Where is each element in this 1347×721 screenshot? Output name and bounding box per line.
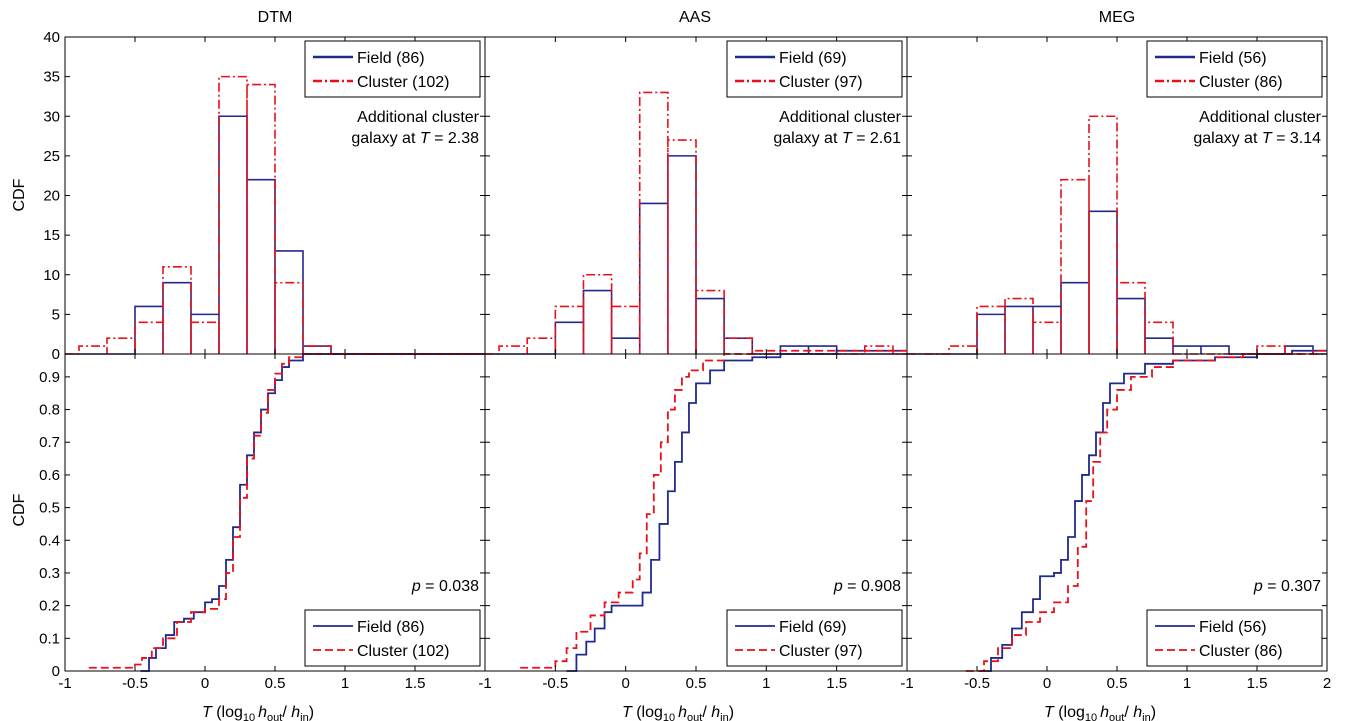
x-tick-label: 0.5 [1107, 675, 1128, 692]
legend-label: Field (56) [1199, 50, 1267, 67]
legend-label: Cluster (86) [1199, 643, 1283, 660]
y-tick-label: 20 [43, 188, 60, 205]
legend-label: Cluster (86) [1199, 74, 1283, 91]
series-1-line [88, 353, 485, 669]
legend: Field (86) Cluster (102) [304, 609, 481, 667]
ylabel-top: CDF [11, 178, 28, 211]
legend-box [304, 40, 481, 98]
legend: Field (56) Cluster (86) [1146, 40, 1323, 98]
legend-label: Cluster (97) [779, 74, 863, 91]
x-tick-label: -1 [58, 675, 71, 692]
legend-box [1146, 609, 1323, 667]
y-tick-label: 0 [52, 663, 60, 680]
x-tick-label: -1 [478, 675, 491, 692]
legend-box [726, 40, 903, 98]
y-tick-label: 0.9 [39, 369, 60, 386]
x-tick-label: -0.5 [122, 675, 148, 692]
x-tick-label: 2 [1323, 675, 1331, 692]
legend: Field (69) Cluster (97) [726, 40, 903, 98]
series-0-line [566, 349, 907, 672]
annotation-line2: galaxy at T = 2.61 [773, 130, 901, 147]
p-value-label: p = 0.908 [833, 578, 901, 595]
x-tick-label: -0.5 [964, 675, 990, 692]
y-tick-label: 0.1 [39, 630, 60, 647]
panel-dtm-hist: 0 5 10 15 20 25 30 35 40 Field (86) Cluster (102) A… [43, 29, 486, 363]
legend-label: Field (56) [1199, 619, 1267, 636]
legend-label: Field (86) [357, 50, 425, 67]
x-tick-label: -0.5 [542, 675, 568, 692]
legend-label: Field (69) [779, 50, 847, 67]
legend-label: Cluster (97) [779, 643, 863, 660]
y-tick-label: 0.8 [39, 402, 60, 419]
annotation-line1: Additional cluster [779, 109, 902, 126]
xlabel-dtm: T (log10 hout/ hin) [202, 704, 314, 721]
x-tick-label: 1.5 [826, 675, 847, 692]
y-tick-label: 0.2 [39, 598, 60, 615]
y-tick-label: 30 [43, 108, 60, 125]
x-tick-label: -1 [900, 675, 913, 692]
legend-label: Cluster (102) [357, 74, 449, 91]
x-tick-label: 0 [1043, 675, 1051, 692]
legend-box [304, 609, 481, 667]
ylabel-bottom: CDF [11, 493, 28, 526]
panel-meg-hist: Field (56) Cluster (86) Additional cluster… [906, 36, 1328, 355]
y-tick-label: 5 [52, 306, 60, 323]
x-tick-label: 1.5 [405, 675, 426, 692]
legend-box [1146, 40, 1323, 98]
y-tick-label: 40 [43, 29, 60, 46]
y-tick-label: 35 [43, 69, 60, 86]
p-value-label: p = 0.038 [411, 578, 479, 595]
y-tick-label: 0.6 [39, 467, 60, 484]
title-dtm: DTM [258, 9, 293, 26]
series-1-line [520, 349, 907, 669]
panel-aas-cdf: -1 -0.5 0 0.5 1 1.5 Field (69) Cluster (97) p = … [478, 349, 908, 692]
annotation-line1: Additional cluster [357, 109, 480, 126]
panel-dtm-cdf: -1 -0.5 0 0.5 1 1.5 0 0.1 0.2 0.3 0.4 0.5 0.6 0.7 0.8 0… [39, 353, 486, 692]
x-tick-label: 1.5 [1247, 675, 1268, 692]
x-tick-label: 0.5 [265, 675, 286, 692]
y-tick-label: 0.7 [39, 434, 60, 451]
title-aas: AAS [679, 9, 711, 26]
x-tick-label: 1 [1183, 675, 1191, 692]
panel-aas-hist: Field (69) Cluster (97) Additional cluster… [484, 36, 908, 355]
y-tick-label: 25 [43, 148, 60, 165]
annotation-line2: galaxy at T = 3.14 [1193, 130, 1321, 147]
legend-label: Field (69) [779, 619, 847, 636]
xlabel-aas: T (log10 hout/ hin) [622, 704, 734, 721]
x-tick-label: 0.5 [686, 675, 707, 692]
legend-label: Field (86) [357, 619, 425, 636]
series-1-line [485, 91, 907, 355]
y-tick-label: 15 [43, 227, 60, 244]
annotation-line1: Additional cluster [1199, 109, 1322, 126]
x-tick-label: 0 [621, 675, 629, 692]
series-1-line [965, 349, 1327, 672]
x-tick-label: 1 [341, 675, 349, 692]
y-tick-label: 0.5 [39, 500, 60, 517]
annotation-line2: galaxy at T = 2.38 [351, 130, 479, 147]
xlabel-meg: T (log10 hout/ hin) [1044, 704, 1156, 721]
panel-meg-cdf: -1 -0.5 0 0.5 1 1.5 2 Field (56) Cluster (86) p =… [900, 349, 1331, 692]
legend: Field (86) Cluster (102) [304, 40, 481, 98]
y-tick-label: 0.4 [39, 532, 60, 549]
legend-label: Cluster (102) [357, 643, 449, 660]
y-tick-label: 10 [43, 267, 60, 284]
y-tick-label: 0.3 [39, 565, 60, 582]
legend: Field (56) Cluster (86) [1146, 609, 1323, 667]
legend-box [726, 609, 903, 667]
legend: Field (69) Cluster (97) [726, 609, 903, 667]
p-value-label: p = 0.307 [1253, 578, 1321, 595]
title-meg: MEG [1099, 9, 1135, 26]
x-tick-label: 0 [201, 675, 209, 692]
y-tick-label: 0 [52, 346, 60, 363]
x-tick-label: 1 [762, 675, 770, 692]
